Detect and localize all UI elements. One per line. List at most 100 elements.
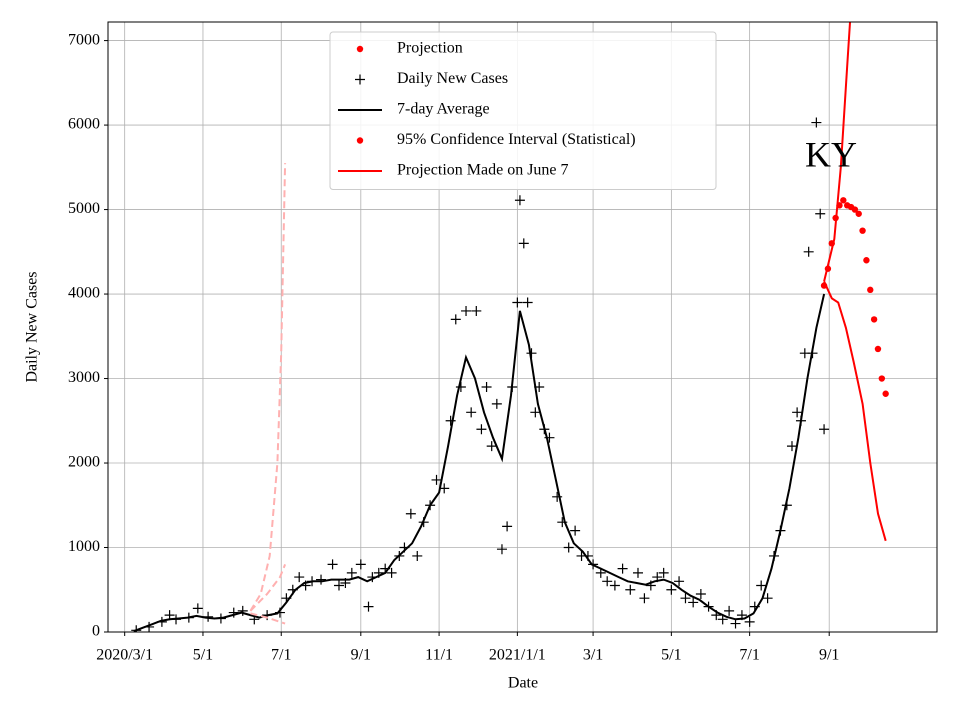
daily-case-marker (405, 508, 416, 519)
daily-case-marker (471, 305, 482, 316)
projection-dot (855, 210, 862, 217)
daily-case-marker (674, 576, 685, 587)
daily-case-marker (680, 593, 691, 604)
legend-label: 95% Confidence Interval (Statistical) (397, 131, 636, 148)
daily-case-marker (496, 544, 507, 555)
axes-frame (107, 21, 938, 633)
y-tick-label: 4000 (68, 285, 100, 302)
daily-case-marker (461, 305, 472, 316)
daily-case-marker (294, 572, 305, 583)
daily-case-marker (228, 607, 239, 618)
daily-case-marker (333, 580, 344, 591)
daily-case-marker (316, 574, 327, 585)
legend-box (329, 31, 717, 190)
june-projection-line (250, 612, 286, 625)
daily-case-marker (658, 567, 669, 578)
daily-case-marker (819, 424, 830, 435)
daily-case-marker (518, 238, 529, 249)
daily-case-marker (530, 407, 541, 418)
daily-case-marker (486, 441, 497, 452)
daily-case-marker (491, 398, 502, 409)
daily-case-marker (688, 597, 699, 608)
y-tick-label: 1000 (68, 538, 100, 555)
daily-case-marker (192, 603, 203, 614)
projection-dot (874, 345, 882, 353)
y-tick-label: 5000 (68, 200, 100, 217)
x-tick-label: 2021/1/1 (489, 647, 546, 664)
x-tick-label: 9/1 (819, 647, 839, 664)
x-tick-label: 5/1 (193, 647, 213, 664)
legend-marker (356, 137, 364, 144)
daily-case-marker (522, 297, 533, 308)
daily-case-marker (445, 415, 456, 426)
legend-label: 7-day Average (397, 101, 490, 118)
y-tick-label: 0 (92, 623, 100, 640)
daily-case-marker (455, 381, 466, 392)
daily-case-marker (327, 559, 338, 570)
legend-label: Projection Made on June 7 (397, 162, 569, 179)
y-tick-label: 3000 (68, 369, 100, 386)
legend-marker (355, 74, 365, 85)
daily-case-marker (724, 605, 735, 616)
projection-dot (878, 375, 886, 382)
projection-dot (867, 286, 874, 294)
daily-case-marker (570, 525, 581, 536)
projection-dot (851, 206, 859, 213)
daily-case-marker (552, 491, 563, 502)
y-tick-label: 6000 (68, 116, 100, 133)
y-tick-label: 2000 (68, 454, 100, 471)
daily-case-marker (514, 195, 525, 206)
projection-dot (870, 316, 878, 323)
daily-case-marker (450, 314, 461, 325)
daily-case-marker (792, 407, 803, 418)
daily-case-marker (466, 407, 477, 418)
daily-case-marker (346, 567, 357, 578)
projection-dot (863, 257, 870, 264)
daily-case-marker (602, 576, 613, 587)
daily-case-marker (756, 580, 767, 591)
x-axis-label: Date (508, 675, 538, 692)
daily-case-marker (811, 117, 822, 128)
x-tick-label: 11/1 (425, 647, 453, 664)
x-tick-label: 2020/3/1 (96, 647, 153, 664)
x-tick-label: 7/1 (739, 647, 759, 664)
daily-case-marker (803, 246, 814, 257)
daily-case-marker (363, 601, 374, 612)
interval-line (823, 22, 852, 282)
average-line (133, 293, 826, 632)
legend-marker (356, 45, 364, 53)
x-tick-label: 7/1 (271, 647, 291, 664)
daily-case-marker (481, 381, 492, 392)
ticks: 0 1000 2000 3000 4000 5000 6000 7000 2020/3/1 5/1… (68, 31, 839, 663)
legend: Projection Daily New Cases 7-day Average 95… (329, 31, 717, 190)
legend-label: Projection (397, 40, 463, 57)
annotation: KY (805, 134, 857, 174)
x-tick-label: 5/1 (661, 647, 681, 664)
daily-case-marker (386, 567, 397, 578)
daily-case-marker (632, 567, 643, 578)
legend-label: Daily New Cases (397, 70, 508, 87)
daily-case-marker (512, 297, 523, 308)
daily-case-marker (237, 605, 248, 616)
plot-area (131, 22, 889, 632)
interval-line (823, 280, 887, 542)
daily-case-marker (355, 559, 366, 570)
june-projection-line (249, 564, 287, 612)
daily-case-marker (815, 208, 826, 219)
daily-case-marker (639, 593, 650, 604)
y-axis-label: Daily New Cases (24, 271, 41, 382)
x-tick-label: 9/1 (351, 647, 371, 664)
daily-case-marker (476, 424, 487, 435)
projection-dot (882, 390, 889, 397)
june-projection-line (249, 163, 287, 612)
daily-case-marker (695, 588, 706, 599)
projection-dot (859, 227, 866, 234)
daily-case-marker (412, 550, 423, 561)
daily-case-marker (617, 563, 628, 574)
daily-case-marker (744, 616, 755, 627)
daily-case-marker (762, 593, 773, 604)
x-tick-label: 3/1 (583, 647, 603, 664)
daily-case-marker (786, 441, 797, 452)
